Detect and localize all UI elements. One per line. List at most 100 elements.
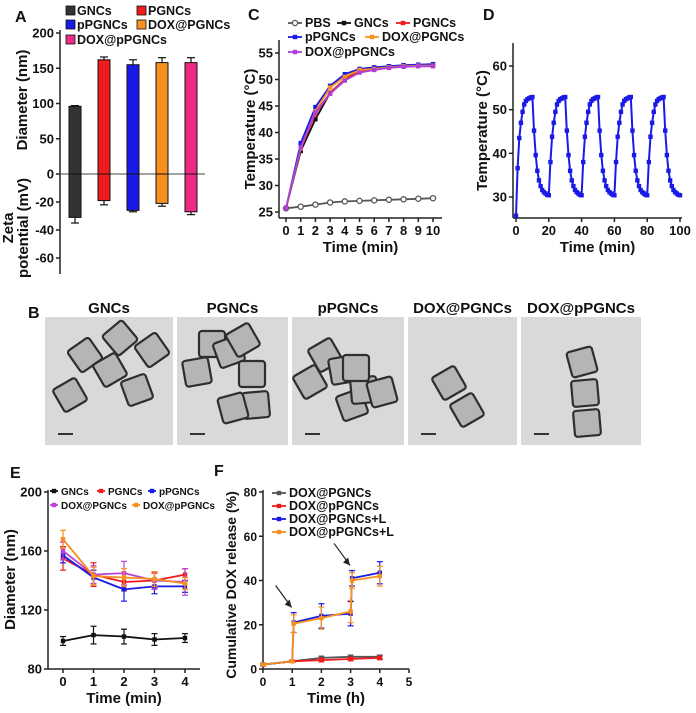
data-point	[356, 197, 363, 205]
series-DOX@pPGNCs	[283, 64, 436, 211]
bar	[155, 62, 169, 175]
legend-label: pPGNCs	[77, 18, 128, 32]
nanocage	[292, 364, 328, 400]
nanocage	[52, 377, 88, 413]
data-point	[664, 152, 670, 158]
data-point	[666, 168, 671, 173]
tem-label: PGNCs	[207, 300, 259, 317]
x-tick-label: 1	[90, 674, 97, 689]
nanocage	[431, 365, 467, 401]
data-point	[298, 140, 303, 146]
data-point	[377, 573, 382, 579]
data-point	[292, 34, 298, 40]
y-tick-label: 20	[244, 618, 258, 632]
bar	[126, 64, 140, 175]
y-axis-label-top: Diameter (nm)	[14, 50, 31, 151]
nanocage	[216, 391, 250, 425]
x-tick-label: 6	[371, 223, 378, 238]
y-tick-label: 80	[28, 662, 42, 677]
bar	[68, 173, 82, 218]
panel-letter: F	[214, 463, 224, 480]
data-point	[121, 587, 127, 592]
tem-image: pPGNCs	[292, 300, 404, 445]
y-axis-label: Diameter (nm)	[2, 529, 19, 630]
legend-label: DOX@pPGNCs	[143, 501, 215, 512]
legend-label: PBS	[305, 16, 331, 30]
data-point	[602, 178, 607, 183]
data-point	[377, 655, 382, 661]
panel-letter: D	[483, 7, 495, 24]
data-point	[60, 638, 66, 644]
x-tick-label: 0	[512, 223, 519, 238]
arrow-head-icon	[284, 599, 292, 608]
legend-swatch	[65, 5, 76, 16]
data-point	[563, 94, 568, 100]
data-point	[546, 193, 551, 198]
data-point	[133, 502, 139, 508]
nanocage	[365, 375, 399, 409]
data-point	[283, 206, 289, 211]
legend-label: GNCs	[77, 4, 112, 18]
data-point	[276, 503, 282, 509]
data-point	[620, 102, 625, 107]
data-point	[312, 201, 319, 208]
y-axis-label: Temperature (°C)	[474, 70, 491, 191]
nanocage	[92, 352, 128, 388]
nanocage	[570, 378, 600, 408]
series-line	[515, 95, 681, 216]
data-point	[549, 134, 555, 139]
data-point	[341, 20, 347, 26]
data-point	[349, 578, 355, 583]
legend-label: DOX@pPGNCs	[77, 33, 167, 47]
nanocage	[225, 322, 261, 358]
data-point	[357, 67, 362, 73]
data-point	[357, 70, 362, 75]
data-point	[651, 109, 656, 115]
data-point	[51, 488, 57, 494]
tem-label: GNCs	[88, 300, 130, 317]
data-point	[520, 109, 525, 115]
data-point	[429, 194, 437, 202]
bar	[126, 173, 140, 211]
data-point	[370, 197, 378, 204]
data-point	[400, 196, 407, 203]
y-tick-label: 40	[244, 574, 258, 588]
data-point	[569, 178, 574, 183]
x-tick-label: 4	[341, 223, 349, 238]
panel-letter: C	[248, 7, 260, 24]
data-point	[648, 134, 653, 139]
data-point	[372, 67, 377, 73]
data-point	[291, 19, 299, 27]
data-point	[584, 120, 589, 125]
x-tick-label: 4	[376, 675, 383, 689]
y-tick-label: 120	[20, 603, 42, 618]
y-tick-label: 40	[259, 125, 273, 140]
data-point	[342, 72, 347, 77]
data-point	[385, 196, 393, 204]
y-tick-label: -60	[35, 251, 54, 266]
data-point	[615, 134, 620, 139]
data-point	[260, 662, 266, 667]
data-point	[276, 516, 282, 522]
y-tick-label: 35	[259, 152, 273, 167]
data-point	[152, 576, 157, 582]
series-GNCs	[60, 625, 188, 647]
tem-image: DOX@PGNCs	[408, 300, 517, 445]
data-point	[661, 94, 666, 100]
data-point	[291, 621, 296, 626]
series-DOX@pPGNCs	[60, 529, 188, 590]
data-point	[564, 128, 570, 133]
data-point	[313, 117, 318, 122]
data-point	[415, 195, 422, 202]
y-axis-label: Temperature (°C)	[242, 69, 259, 190]
data-point	[653, 102, 658, 107]
data-point	[342, 74, 347, 80]
data-point	[599, 152, 604, 158]
data-point	[663, 128, 668, 133]
legend-label: PGNCs	[413, 16, 456, 30]
tem-label: DOX@pPGNCs	[527, 300, 635, 317]
